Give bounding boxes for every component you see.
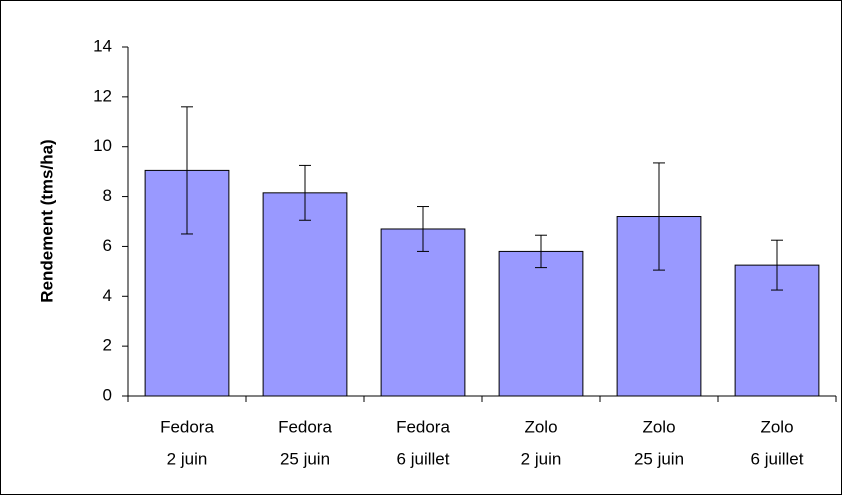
y-tick-label: 8 <box>103 186 112 205</box>
y-tick-label: 6 <box>103 236 112 255</box>
y-tick-label: 14 <box>93 36 112 55</box>
x-tick-label: 6 juillet <box>397 449 450 468</box>
x-tick-label: 25 juin <box>280 449 330 468</box>
y-tick-label: 4 <box>103 286 112 305</box>
x-tick-label: 2 juin <box>167 449 208 468</box>
y-axis-label: Rendement (tms/ha) <box>37 139 56 302</box>
y-tick-label: 0 <box>103 385 112 404</box>
x-tick-label: 6 juillet <box>751 449 804 468</box>
y-tick-label: 2 <box>103 336 112 355</box>
x-tick-label: Fedora <box>278 417 332 436</box>
x-tick-label: 2 juin <box>521 449 562 468</box>
x-tick-label: Zolo <box>642 417 675 436</box>
bar <box>262 192 348 397</box>
x-tick-label: 25 juin <box>634 449 684 468</box>
bar <box>498 250 584 397</box>
y-tick-label: 12 <box>93 86 112 105</box>
y-tick-label: 10 <box>93 136 112 155</box>
bar <box>380 228 466 397</box>
x-tick-label: Fedora <box>160 417 214 436</box>
x-tick-label: Zolo <box>760 417 793 436</box>
x-tick-label: Fedora <box>396 417 450 436</box>
x-tick-label: Zolo <box>524 417 557 436</box>
